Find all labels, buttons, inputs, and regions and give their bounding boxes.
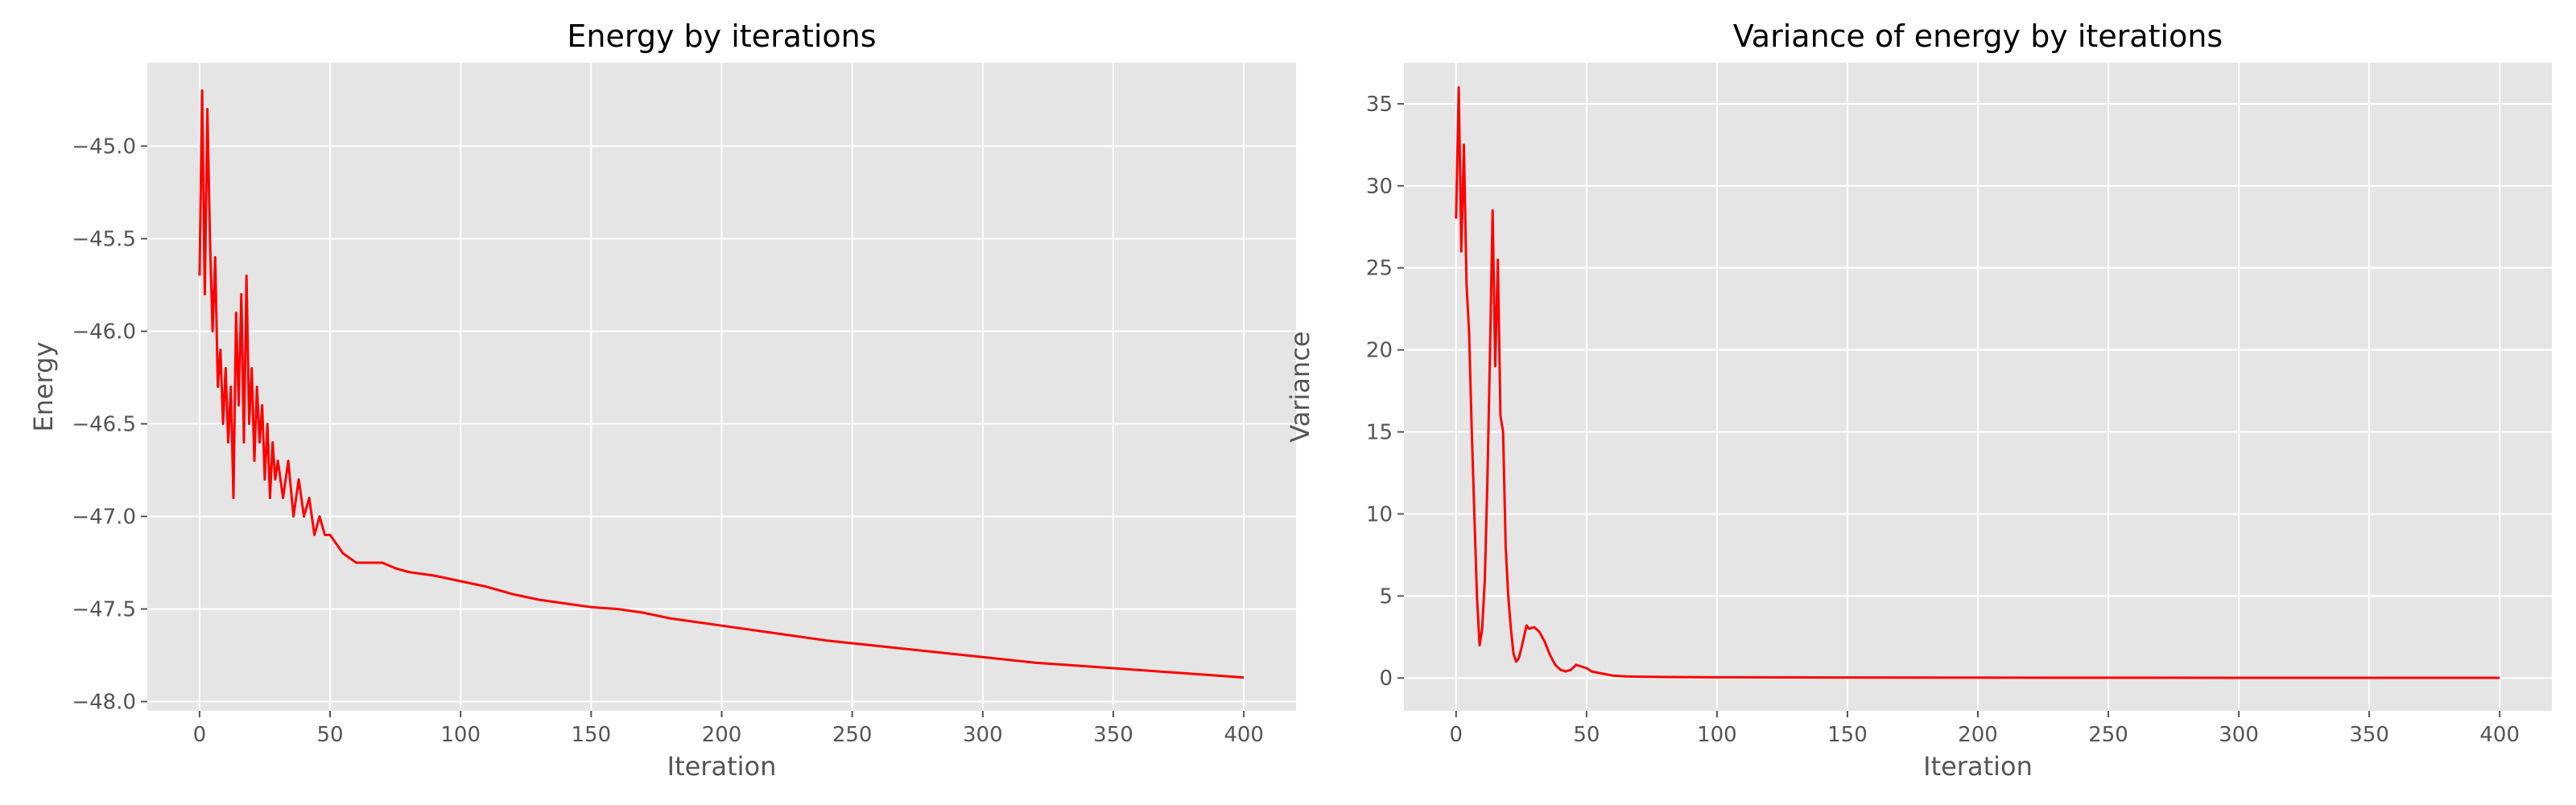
energy-x-tick-label: 0	[193, 723, 207, 747]
variance-y-tick-label: 5	[1379, 584, 1393, 609]
energy-grid	[147, 63, 1296, 711]
energy-y-tick-label: −47.0	[72, 506, 136, 530]
variance-y-axis-label: Variance	[1285, 331, 1315, 442]
variance-y-tick-label: 20	[1366, 339, 1393, 363]
variance-y-tick-label: 15	[1366, 421, 1393, 445]
variance-grid	[1404, 63, 2552, 711]
variance-x-tick-label: 200	[1958, 723, 1998, 747]
energy-x-tick-label: 350	[1093, 723, 1133, 747]
variance-x-tick-label: 250	[2088, 723, 2128, 747]
energy-x-axis-label: Iteration	[667, 751, 777, 782]
energy-y-tick-label: −46.0	[72, 320, 136, 345]
variance-chart: 0 50 100 150 200 250 300 350 400 05101520253035 …	[1285, 19, 2552, 782]
energy-y-tick-label: −48.0	[72, 691, 136, 715]
variance-x-axis-label: Iteration	[1923, 751, 2033, 782]
energy-x-tick-label: 150	[572, 723, 612, 747]
energy-y-axis-label: Energy	[28, 341, 59, 431]
energy-y-axis: −48.0 −47.5 −47.0 −46.5 −46.0 −45.5 −45.0	[72, 135, 147, 715]
variance-y-tick-label: 30	[1366, 175, 1393, 199]
energy-y-tick-label: −47.5	[72, 598, 136, 622]
variance-x-tick-label: 300	[2219, 723, 2259, 747]
energy-x-axis: 0 50 100 150 200 250 300 350 400	[193, 711, 1264, 747]
variance-y-axis: 0 5 10 15 20 25 30 35	[1366, 93, 1404, 691]
energy-x-tick-label: 50	[316, 723, 343, 747]
variance-x-tick-label: 350	[2349, 723, 2389, 747]
energy-chart-title: Energy by iterations	[567, 19, 876, 54]
variance-x-tick-label: 0	[1450, 723, 1463, 747]
variance-x-tick-label: 150	[1827, 723, 1868, 747]
variance-y-tick-label: 25	[1366, 257, 1393, 281]
variance-chart-title: Variance of energy by iterations	[1733, 19, 2223, 54]
variance-y-tick-label: 0	[1379, 667, 1393, 691]
variance-x-tick-label: 100	[1697, 723, 1737, 747]
variance-series-line	[1455, 86, 2500, 679]
energy-x-tick-label: 100	[440, 723, 481, 747]
energy-x-tick-label: 400	[1224, 723, 1264, 747]
variance-x-tick-label: 50	[1573, 723, 1600, 747]
energy-x-tick-label: 250	[832, 723, 873, 747]
energy-y-tick-label: −45.0	[72, 135, 136, 159]
energy-x-tick-label: 200	[702, 723, 742, 747]
variance-y-tick-label: 35	[1366, 93, 1393, 117]
energy-x-tick-label: 300	[963, 723, 1003, 747]
energy-y-tick-label: −46.5	[72, 413, 136, 437]
variance-x-tick-label: 400	[2479, 723, 2520, 747]
energy-chart: 0 50 100 150 200 250 300 350 400 −48.0 −47.5 −47.0…	[28, 19, 1296, 782]
variance-x-axis: 0 50 100 150 200 250 300 350 400	[1450, 711, 2520, 747]
variance-y-tick-label: 10	[1366, 502, 1393, 526]
energy-series-line	[198, 89, 1245, 679]
energy-y-tick-label: −45.5	[72, 228, 136, 252]
